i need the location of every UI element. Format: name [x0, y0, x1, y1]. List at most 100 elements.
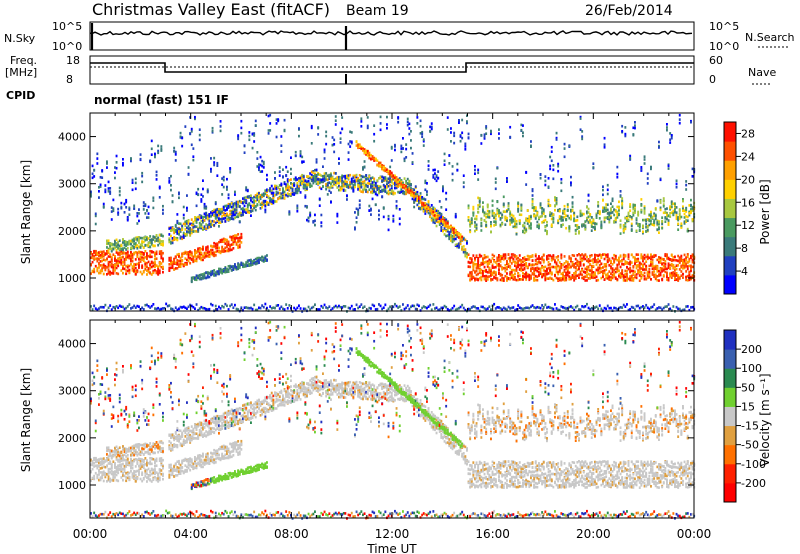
power-cell	[115, 243, 118, 246]
power-cell	[488, 214, 491, 217]
power-cell	[211, 269, 214, 273]
power-cell	[122, 161, 124, 165]
power-cell	[456, 169, 459, 172]
power-cell	[170, 184, 172, 187]
power-cell	[160, 147, 163, 151]
power-cell	[304, 307, 307, 311]
power-cell	[230, 214, 233, 218]
power-cell	[227, 265, 230, 268]
power-cell	[221, 207, 224, 211]
power-cell	[258, 168, 260, 172]
power-cell	[176, 259, 179, 262]
power-cell	[338, 304, 340, 308]
power-cell	[552, 213, 555, 216]
power-cell	[544, 277, 547, 280]
power-cell	[208, 223, 211, 226]
power-cell	[381, 164, 384, 167]
power-cell	[483, 261, 486, 264]
power-cell	[542, 212, 545, 215]
power-cell	[125, 206, 128, 209]
power-cell	[317, 180, 320, 183]
power-cell	[229, 243, 232, 247]
power-cell	[294, 191, 297, 195]
power-cell	[211, 219, 214, 223]
power-cell	[134, 187, 137, 191]
power-cell	[91, 260, 94, 264]
power-cell	[397, 306, 400, 309]
power-cell	[550, 214, 553, 218]
power-cell	[506, 308, 508, 311]
power-cell	[568, 216, 571, 220]
power-cell	[338, 177, 340, 181]
power-cell	[398, 305, 401, 308]
power-cell	[227, 268, 230, 271]
power-cell	[104, 184, 107, 187]
power-cell	[198, 249, 201, 253]
power-cell	[442, 229, 444, 233]
power-cell	[104, 190, 107, 194]
power-cell	[288, 213, 291, 216]
power-cell	[352, 189, 355, 192]
power-cell	[210, 222, 212, 225]
power-cell	[157, 273, 160, 276]
power-cell	[528, 274, 531, 278]
power-cell	[354, 226, 356, 229]
power-cell	[566, 203, 569, 206]
power-cell	[304, 179, 307, 182]
power-cell	[317, 126, 320, 129]
power-cell	[443, 224, 446, 227]
power-cell	[566, 214, 569, 218]
power-cell	[93, 304, 96, 308]
power-cell	[352, 179, 355, 183]
nsearch-tick-top: 10^5	[709, 20, 739, 33]
power-cell	[131, 267, 134, 270]
power-cell	[190, 279, 193, 282]
power-cell	[488, 305, 491, 308]
power-cell	[413, 201, 416, 204]
power-cell	[106, 273, 108, 276]
power-cell	[162, 259, 164, 263]
power-cell	[269, 200, 272, 203]
power-cell	[301, 177, 304, 180]
power-cell	[296, 187, 299, 191]
power-cell	[363, 148, 366, 151]
power-cell	[230, 202, 233, 205]
power-cell	[566, 205, 569, 208]
power-cell	[366, 149, 369, 153]
power-cell	[213, 161, 216, 164]
power-cell	[347, 158, 350, 161]
power-cell	[562, 219, 564, 222]
power-cell	[197, 193, 200, 197]
power-cell	[286, 186, 289, 190]
power-cell	[499, 264, 502, 267]
power-cell	[355, 140, 358, 143]
power-cell	[168, 268, 171, 272]
power-cell	[362, 182, 364, 186]
power-cell	[595, 222, 598, 226]
power-cell	[464, 250, 467, 254]
power-cell	[219, 209, 222, 213]
power-cell	[318, 178, 321, 181]
power-cell	[286, 184, 289, 187]
power-cell	[170, 262, 172, 265]
power-cell	[581, 253, 584, 256]
power-cell	[590, 276, 593, 279]
power-cell	[501, 266, 504, 269]
power-cell	[338, 175, 340, 179]
power-cell	[443, 304, 446, 308]
power-cell	[474, 270, 476, 273]
power-cell	[533, 214, 536, 218]
power-cell	[403, 186, 406, 190]
power-cell	[542, 272, 545, 276]
power-cell	[446, 230, 449, 233]
power-cell	[554, 198, 556, 202]
power-cell	[443, 163, 446, 166]
power-cell	[531, 188, 534, 191]
freq-tick-bottom: 8	[66, 73, 73, 86]
power-cell	[234, 213, 236, 216]
power-cell	[147, 260, 150, 264]
power-cell	[328, 189, 331, 193]
power-cell	[363, 160, 366, 163]
power-cell	[336, 212, 339, 216]
power-cell	[224, 302, 227, 306]
